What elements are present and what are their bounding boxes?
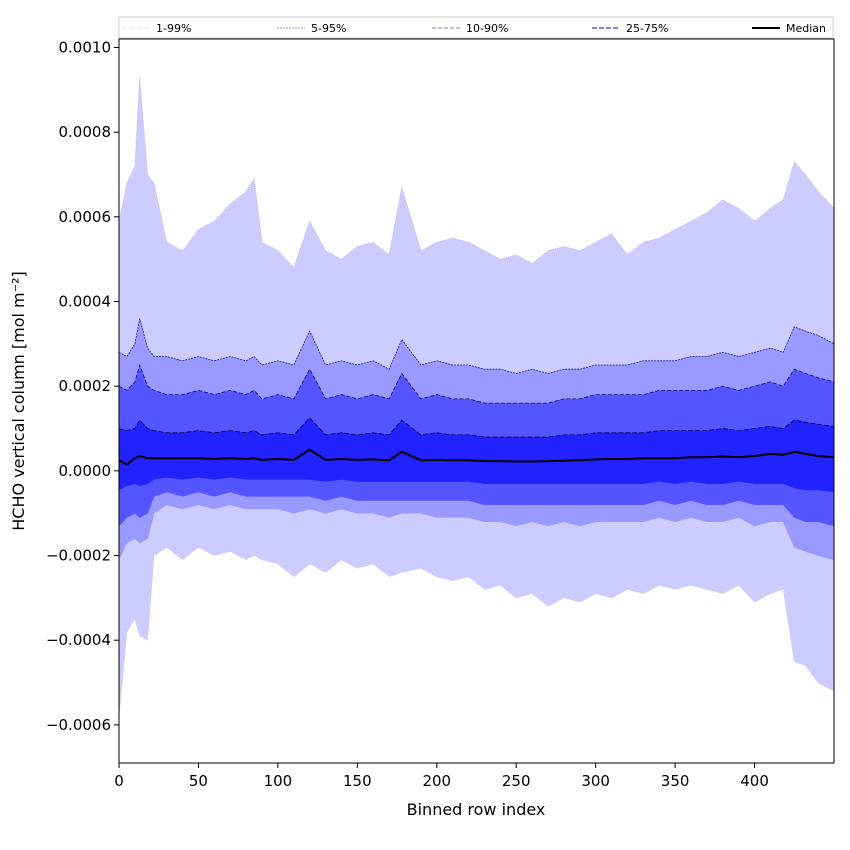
x-tick-label: 400 (740, 772, 769, 790)
x-axis-label: Binned row index (407, 800, 546, 819)
y-tick-label: 0.0010 (59, 38, 112, 56)
line-lower-10-90 (118, 491, 835, 527)
x-tick-label: 150 (343, 772, 372, 790)
line-median (118, 448, 835, 466)
legend-box (118, 16, 834, 39)
legend-label: 5-95% (311, 22, 346, 35)
line-upper-25-75 (118, 417, 835, 438)
y-axis: −0.0006 −0.0004 −0.0002 0.0000 0.0002 0.0004 0… (46, 38, 119, 734)
y-tick-label: −0.0002 (46, 547, 111, 565)
legend-label: 25-75% (626, 22, 668, 35)
percentile-lines (118, 77, 835, 717)
y-tick-label: 0.0004 (59, 293, 112, 311)
y-tick-label: −0.0006 (46, 716, 111, 734)
legend-label: 1-99% (156, 22, 191, 35)
x-axis: 0 50 100 150 200 250 300 350 400 (114, 763, 769, 790)
line-upper-10-90 (118, 363, 835, 404)
y-tick-label: 0.0006 (59, 208, 112, 226)
y-tick-label: 0.0002 (59, 377, 112, 395)
percentile-bands (119, 77, 834, 717)
band-25-75 (119, 417, 834, 492)
legend-label: 10-90% (466, 22, 508, 35)
x-tick-label: 0 (114, 772, 124, 790)
line-lower-25-75 (118, 476, 835, 493)
line-upper-5-95 (118, 318, 835, 374)
legend: 1-99% 5-95% 10-90% 25-75% Median (118, 16, 834, 39)
plot-frame (118, 38, 835, 764)
y-tick-label: 0.0008 (59, 123, 112, 141)
x-tick-label: 300 (581, 772, 610, 790)
x-tick-label: 250 (502, 772, 531, 790)
y-axis-label: HCHO vertical column [mol m⁻²] (9, 271, 28, 530)
x-tick-label: 50 (189, 772, 208, 790)
x-tick-label: 100 (264, 772, 293, 790)
y-tick-label: 0.0000 (59, 462, 112, 480)
line-lower-1-99 (118, 546, 835, 717)
x-tick-label: 200 (422, 772, 451, 790)
legend-label: Median (786, 22, 826, 35)
y-tick-label: −0.0004 (46, 631, 111, 649)
x-tick-label: 350 (661, 772, 690, 790)
line-lower-5-95 (118, 504, 835, 561)
line-upper-1-99 (118, 77, 835, 269)
